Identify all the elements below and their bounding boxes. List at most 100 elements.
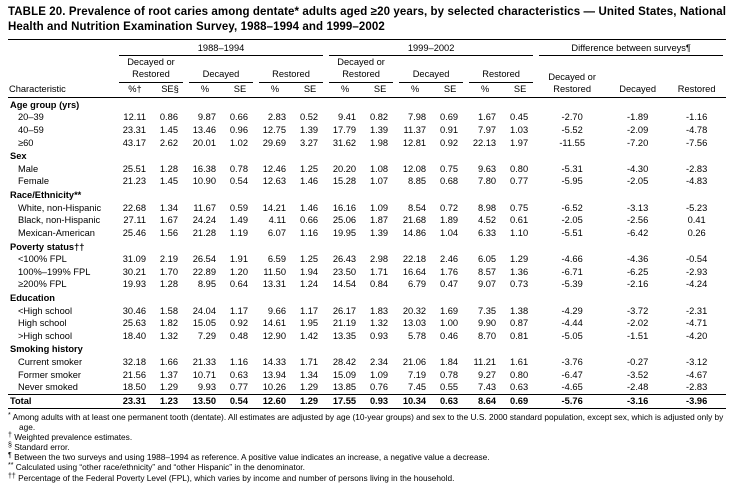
value-cell: 9.63	[477, 163, 497, 174]
difference-cell: -6.47	[561, 369, 583, 380]
table-body: Age group (yrs) 20–39 12.11 0.86 9.87 0.66 2.8…	[8, 98, 727, 409]
difference-cell: -3.76	[561, 357, 583, 367]
footnote-marker: ††	[8, 472, 16, 480]
footnote-text: Between the two surveys and using 1988–1…	[11, 452, 490, 463]
value-cell: 20.01	[192, 137, 216, 148]
table-row: Male 25.51 1.28 16.38 0.78 12.46 1.25 20.20 1.08…	[8, 163, 726, 176]
value-cell: 1.09	[369, 369, 389, 380]
value-cell: 9.27	[477, 369, 497, 380]
value-cell: 10.71	[192, 369, 216, 380]
row-label: 20–39	[18, 112, 44, 123]
value-cell: 21.33	[192, 357, 216, 367]
value-cell: 12.46	[262, 163, 286, 174]
row-label: Mexican-American	[18, 227, 95, 238]
value-cell: 1.49	[229, 215, 248, 226]
difference-cell: -2.16	[627, 279, 649, 290]
difference-cell: -0.27	[627, 357, 649, 367]
section-label: Education	[10, 292, 55, 303]
value-cell: 1.34	[299, 369, 319, 380]
footnote-marker: *	[8, 411, 11, 419]
diff-decayed-or-restored-header: Decayed or Restored	[536, 56, 609, 99]
difference-cell: 0.41	[687, 215, 706, 226]
section-label: Age group (yrs)	[10, 99, 80, 110]
s2-decayed-or-restored-header: Decayed or Restored	[326, 56, 396, 83]
difference-cell: -2.83	[686, 163, 708, 174]
value-cell: 0.87	[510, 318, 529, 329]
value-cell: 0.82	[369, 112, 389, 123]
section-label: Poverty status††	[10, 241, 85, 252]
value-cell: 6.33	[477, 227, 497, 238]
value-cell: 2.83	[267, 112, 286, 123]
value-cell: 0.46	[439, 330, 459, 341]
value-cell: 7.45	[407, 382, 427, 393]
value-cell: 0.80	[510, 163, 529, 174]
value-cell: 1.29	[294, 394, 327, 409]
value-cell: 13.50	[186, 394, 224, 409]
difference-cell: -2.93	[686, 266, 708, 277]
value-cell: 0.48	[229, 330, 248, 341]
s2-restored-header: Restored	[466, 56, 536, 83]
difference-cell: -4.65	[561, 382, 583, 393]
value-cell: 1.08	[369, 163, 389, 174]
value-cell: 19.95	[332, 227, 357, 238]
value-cell: 17.79	[332, 125, 357, 136]
difference-cell: -3.96	[667, 394, 727, 409]
difference-cell: -0.54	[686, 254, 708, 265]
value-cell: 0.54	[224, 394, 256, 409]
value-cell: 0.75	[510, 202, 529, 213]
value-cell: 11.67	[193, 202, 216, 213]
table-row: Never smoked 18.50 1.29 9.93 0.77 10.26 1.29 13…	[8, 382, 726, 395]
value-cell: 1.70	[159, 266, 178, 277]
value-cell: 26.43	[332, 254, 357, 265]
section-header-row: Age group (yrs)	[8, 98, 726, 112]
value-cell: 1.39	[369, 125, 389, 136]
difference-cell: -4.78	[686, 125, 708, 136]
value-cell: 16.38	[192, 163, 216, 174]
total-row: Total 23.31 1.23 13.50 0.54 12.60 1.29 17.55 0.9…	[8, 394, 727, 409]
value-cell: 25.06	[332, 215, 357, 226]
difference-cell: -2.56	[627, 215, 649, 226]
value-cell: 0.63	[229, 369, 248, 380]
footnote-marker: †	[8, 432, 12, 440]
value-cell: 8.57	[477, 266, 497, 277]
table-row: ≥60 43.17 2.62 20.01 1.02 29.69 3.27 31.62 1.98 1…	[8, 137, 726, 150]
table-row: 100%–199% FPL 30.21 1.70 22.89 1.20 11.50 1.94…	[8, 266, 726, 279]
value-cell: 1.29	[510, 254, 529, 265]
value-cell: 21.06	[402, 357, 427, 367]
value-cell: 0.78	[229, 163, 248, 174]
pct-header: %	[466, 82, 505, 99]
value-cell: 18.50	[122, 382, 146, 393]
value-cell: 16.64	[402, 266, 427, 277]
row-label: 100%–199% FPL	[18, 266, 91, 277]
value-cell: 24.04	[192, 305, 216, 316]
row-label: ≥200% FPL	[18, 279, 67, 290]
difference-cell: -2.05	[561, 215, 583, 226]
difference-cell: -6.71	[561, 266, 583, 277]
difference-cell: -6.25	[627, 266, 649, 277]
value-cell: 0.81	[510, 330, 529, 341]
footnote-text: Weighted prevalence estimates.	[11, 432, 133, 443]
value-cell: 25.51	[122, 163, 146, 174]
value-cell: 31.62	[332, 137, 357, 148]
value-cell: 0.96	[229, 125, 248, 136]
value-cell: 1.67	[159, 215, 178, 226]
value-cell: 0.92	[439, 137, 459, 148]
section-header-row: Race/Ethnicity**	[8, 189, 726, 203]
value-cell: 11.50	[263, 266, 286, 277]
value-cell: 1.34	[159, 202, 178, 213]
value-cell: 1.58	[159, 305, 178, 316]
value-cell: 22.89	[192, 266, 216, 277]
unit-header-row: %† SE§ % SE % SE % SE % SE % SE	[8, 82, 726, 99]
value-cell: 1.29	[299, 382, 319, 393]
value-cell: 1.16	[229, 357, 248, 367]
se-header: SE	[434, 82, 467, 99]
value-cell: 0.63	[510, 382, 529, 393]
value-cell: 0.61	[510, 215, 529, 226]
difference-cell: -7.56	[686, 137, 708, 148]
footnote-text: Standard error.	[11, 442, 70, 453]
value-cell: 4.11	[268, 215, 286, 226]
value-cell: 22.18	[402, 254, 427, 265]
value-cell: 11.21	[473, 357, 497, 367]
pct-header: %†	[116, 82, 154, 99]
difference-cell: -4.36	[627, 254, 649, 265]
